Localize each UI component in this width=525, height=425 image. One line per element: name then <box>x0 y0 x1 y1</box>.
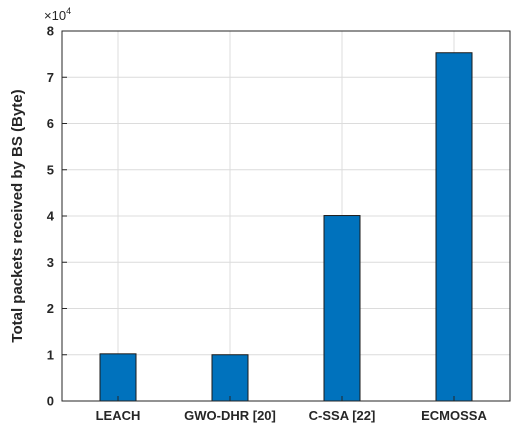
bar-gwo-dhr-20 <box>211 354 249 402</box>
x-tick-label: C-SSA [22] <box>309 408 376 423</box>
y-tick-label: 3 <box>47 255 54 270</box>
y-tick-labels: 0 1 2 3 4 5 6 7 8 <box>47 24 67 409</box>
y-tick-label: 8 <box>47 24 54 39</box>
y-axis-label: Total packets received by BS (Byte) <box>9 89 26 342</box>
x-tick-label: ECMOSSA <box>421 408 487 423</box>
y-tick-label: 7 <box>47 70 54 85</box>
x-tick-label: LEACH <box>96 408 141 423</box>
y-tick-label: 5 <box>47 162 54 177</box>
bars <box>99 52 473 402</box>
y-tick-label: 6 <box>47 116 54 131</box>
y-tick-label: 1 <box>47 347 54 362</box>
x-tick-label: GWO-DHR [20] <box>184 408 276 423</box>
y-multiplier: ×104 <box>44 6 71 23</box>
y-tick-label: 0 <box>47 394 54 409</box>
x-tick-labels: LEACH GWO-DHR [20] C-SSA [22] ECMOSSA <box>96 396 487 423</box>
bar-leach <box>99 353 137 402</box>
y-tick-label: 2 <box>47 301 54 316</box>
y-tick-label: 4 <box>47 209 55 224</box>
bar-c-ssa-22 <box>323 215 361 402</box>
bar-ecmossa <box>435 52 473 402</box>
